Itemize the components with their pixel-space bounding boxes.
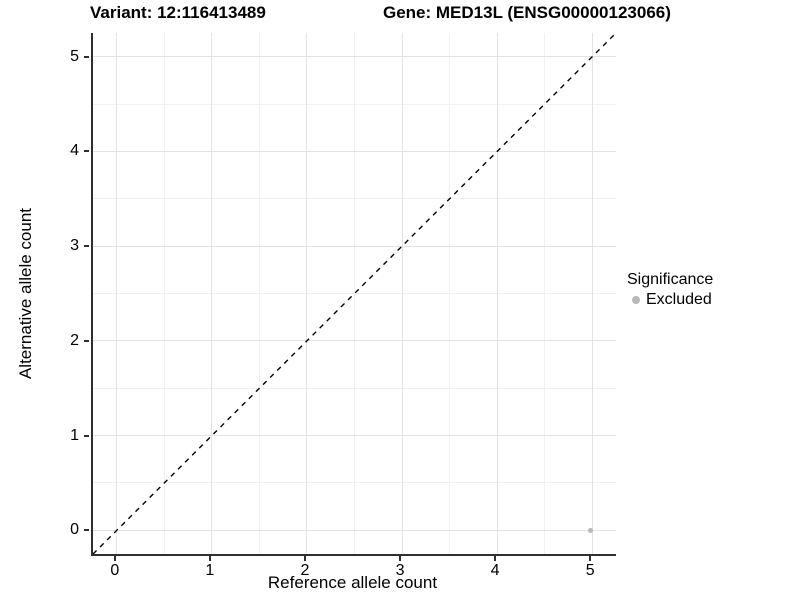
y-tick-mark <box>84 434 89 437</box>
plot-panel <box>91 33 616 556</box>
data-point <box>587 527 593 533</box>
y-tick-mark <box>84 339 89 342</box>
x-tick-mark <box>303 556 306 561</box>
minor-gridline-y <box>93 103 616 105</box>
minor-gridline-y <box>93 482 616 484</box>
major-gridline-y <box>93 529 616 531</box>
major-gridline-y <box>93 435 616 437</box>
major-gridline-x <box>401 33 403 554</box>
y-tick-label: 1 <box>70 426 79 444</box>
major-gridline-x <box>496 33 498 554</box>
major-gridline-x <box>116 33 118 554</box>
major-gridline-y <box>93 150 616 152</box>
x-tick-mark <box>113 556 116 561</box>
y-tick-mark <box>84 245 89 248</box>
legend-item-excluded: Excluded <box>627 291 713 309</box>
x-tick-label: 0 <box>110 562 120 579</box>
y-tick-label: 4 <box>70 142 79 160</box>
x-tick-label: 2 <box>300 562 310 579</box>
identity-reference-line <box>93 33 616 554</box>
x-axis-label: Reference allele count <box>267 573 438 592</box>
legend-dot-icon <box>632 296 640 304</box>
y-tick-label: 3 <box>70 237 79 255</box>
major-gridline-y <box>93 56 616 58</box>
legend-item-label: Excluded <box>646 291 712 308</box>
x-tick-label: 1 <box>205 562 215 579</box>
x-tick-label: 5 <box>585 562 595 579</box>
x-tick-mark <box>399 556 402 561</box>
major-gridline-x <box>211 33 213 554</box>
x-tick-mark <box>589 556 592 561</box>
y-tick-mark <box>84 55 89 58</box>
y-tick-label: 2 <box>70 331 79 349</box>
y-tick-label: 5 <box>70 47 79 65</box>
plot-title-variant: Variant: 12:116413489 <box>90 3 266 22</box>
plot-title-gene: Gene: MED13L (ENSG00000123066) <box>383 3 671 22</box>
minor-gridline-y <box>93 387 616 389</box>
legend: Significance Excluded <box>627 271 713 309</box>
minor-gridline-y <box>93 293 616 294</box>
major-gridline-y <box>93 245 616 247</box>
major-gridline-x <box>591 33 593 554</box>
x-tick-label: 3 <box>395 562 405 579</box>
x-tick-mark <box>494 556 497 561</box>
x-tick-label: 4 <box>490 562 500 579</box>
major-gridline-y <box>93 340 616 342</box>
y-tick-mark <box>84 529 89 532</box>
minor-gridline-y <box>93 198 616 200</box>
legend-title: Significance <box>627 271 714 288</box>
x-tick-mark <box>208 556 211 561</box>
y-tick-mark <box>84 150 89 153</box>
y-tick-label: 0 <box>70 521 79 539</box>
y-axis-label: Alternative allele count <box>16 207 35 380</box>
major-gridline-x <box>306 33 308 554</box>
